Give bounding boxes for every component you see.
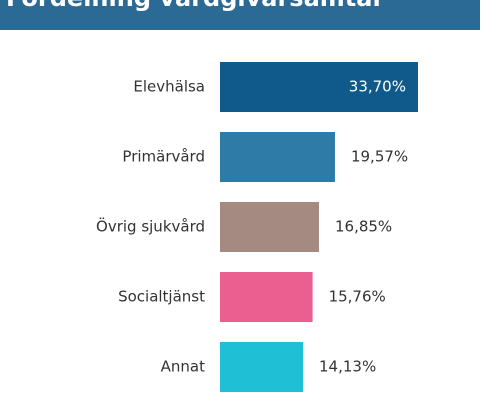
category-label: Övrig sjukvård bbox=[96, 217, 205, 236]
bar bbox=[220, 272, 313, 322]
bar bbox=[220, 202, 319, 252]
category-label: Annat bbox=[161, 358, 205, 376]
chart-title: Fördelning vårdgivarsamtal bbox=[6, 0, 381, 12]
category-label: Socialtjänst bbox=[118, 288, 205, 306]
value-label: 16,85% bbox=[335, 218, 392, 236]
bar bbox=[220, 132, 335, 182]
category-label: Elevhälsa bbox=[133, 78, 205, 96]
bar bbox=[220, 62, 418, 112]
header-bar bbox=[0, 0, 480, 30]
category-label: Primärvård bbox=[122, 148, 205, 166]
value-label: 14,13% bbox=[319, 358, 376, 376]
value-label: 33,70% bbox=[349, 78, 406, 96]
bar bbox=[220, 342, 304, 392]
value-label: 19,57% bbox=[351, 148, 408, 166]
value-label: 15,76% bbox=[329, 288, 386, 306]
